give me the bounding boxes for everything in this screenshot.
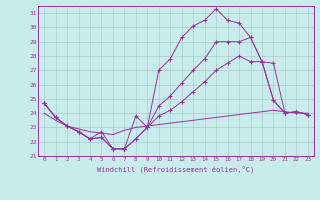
X-axis label: Windchill (Refroidissement éolien,°C): Windchill (Refroidissement éolien,°C): [97, 165, 255, 173]
